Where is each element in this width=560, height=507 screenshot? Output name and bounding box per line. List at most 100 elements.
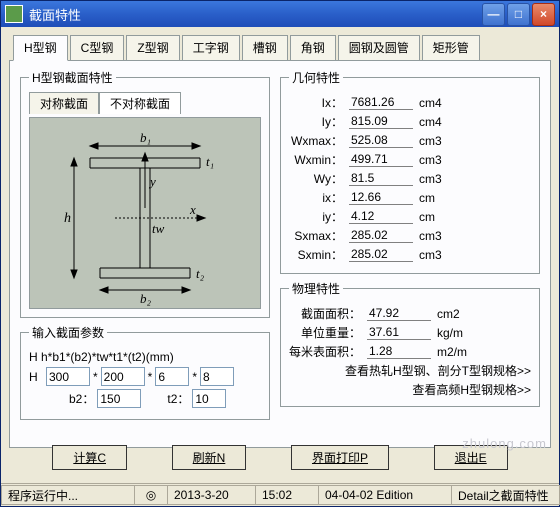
calc-button[interactable]: 计算C bbox=[52, 445, 127, 470]
client-area: H型钢 C型钢 Z型钢 工字钢 槽钢 角钢 圆钢及圆管 矩形管 H型钢截面特性 … bbox=[1, 27, 559, 483]
subtab-symmetric[interactable]: 对称截面 bbox=[29, 92, 99, 114]
refresh-button[interactable]: 刷新N bbox=[172, 445, 247, 470]
prop-row: 截面面积：47.92cm2 bbox=[289, 305, 531, 322]
prop-row: 每米表面积：1.28m2/m bbox=[289, 343, 531, 360]
prop-label: 单位重量： bbox=[289, 324, 361, 341]
geom-legend: 几何特性 bbox=[289, 69, 343, 86]
tab-channel[interactable]: 槽钢 bbox=[242, 35, 288, 61]
prop-value: 285.02 bbox=[349, 228, 413, 243]
status-running: 程序运行中... bbox=[1, 485, 135, 505]
prop-unit: cm3 bbox=[419, 134, 455, 148]
tab-c-steel[interactable]: C型钢 bbox=[70, 35, 125, 61]
print-button[interactable]: 界面打印P bbox=[291, 445, 389, 470]
prop-unit: cm3 bbox=[419, 248, 455, 262]
prop-row: 单位重量： 37.61 kg/m bbox=[289, 324, 531, 341]
tab-h-steel[interactable]: H型钢 bbox=[13, 35, 68, 61]
input-h[interactable] bbox=[46, 367, 90, 386]
diagram-b2: b₂ bbox=[140, 291, 152, 306]
prop-label: Sxmin： bbox=[289, 246, 343, 263]
prop-row: Iy： 815.09 cm4 bbox=[289, 113, 531, 130]
prop-label: 每米表面积： bbox=[289, 343, 361, 360]
input-b1[interactable] bbox=[101, 367, 145, 386]
minimize-button[interactable]: — bbox=[482, 3, 505, 26]
prop-unit: kg/m bbox=[437, 326, 473, 340]
prop-label: ix： bbox=[289, 189, 343, 206]
phys-fieldset: 物理特性 截面面积：47.92cm2单位重量：37.61kg/m每米表面积：1.… bbox=[280, 280, 540, 407]
exit-button[interactable]: 退出E bbox=[434, 445, 508, 470]
prop-label: 截面面积： bbox=[289, 305, 361, 322]
prop-unit: cm bbox=[419, 191, 455, 205]
prop-value: 4.12 bbox=[349, 209, 413, 224]
input-b2-label: b2： bbox=[69, 390, 94, 407]
link-hotrolled[interactable]: 查看热轧H型钢、剖分T型钢规格>> bbox=[345, 364, 531, 378]
tab-z-steel[interactable]: Z型钢 bbox=[126, 35, 179, 61]
prop-value: 47.92 bbox=[367, 306, 431, 321]
diagram-tw: tw bbox=[152, 221, 165, 236]
prop-value: 525.08 bbox=[349, 133, 413, 148]
app-icon bbox=[5, 5, 23, 23]
prop-label: iy： bbox=[289, 208, 343, 225]
prop-unit: cm bbox=[419, 210, 455, 224]
prop-value: 499.71 bbox=[349, 152, 413, 167]
app-window: 截面特性 — □ × H型钢 C型钢 Z型钢 工字钢 槽钢 角钢 圆钢及圆管 矩… bbox=[0, 0, 560, 507]
prop-value: 37.61 bbox=[367, 325, 431, 340]
prop-unit: cm4 bbox=[419, 115, 455, 129]
prop-unit: cm4 bbox=[419, 96, 455, 110]
prop-row: Ix： 7681.26 cm4 bbox=[289, 94, 531, 111]
prop-value: 1.28 bbox=[367, 344, 431, 359]
status-time: 15:02 bbox=[255, 485, 319, 505]
status-bar: 程序运行中... ◎ 2013-3-20 15:02 04-04-02 Edit… bbox=[1, 483, 559, 506]
input-b2[interactable] bbox=[97, 389, 141, 408]
prop-row: Sxmax：285.02cm3 bbox=[289, 227, 531, 244]
status-date: 2013-3-20 bbox=[167, 485, 256, 505]
subtab-asymmetric[interactable]: 不对称截面 bbox=[99, 92, 181, 114]
prop-row: Sxmin： 285.02 cm3 bbox=[289, 246, 531, 263]
sub-tabs: 对称截面 不对称截面 bbox=[29, 92, 261, 114]
prop-label: Sxmax： bbox=[289, 227, 343, 244]
input-legend: 输入截面参数 bbox=[29, 324, 107, 341]
prop-label: Ix： bbox=[289, 94, 343, 111]
tab-rect[interactable]: 矩形管 bbox=[422, 35, 480, 61]
input-formula: H h*b1*(b2)*tw*t1*(t2)(mm) bbox=[29, 350, 261, 364]
link-highfreq[interactable]: 查看高频H型钢规格>> bbox=[412, 383, 531, 397]
button-bar: 计算C 刷新N 界面打印P 退出E bbox=[20, 445, 540, 470]
input-H-label: H bbox=[29, 370, 43, 384]
diagram-x: x bbox=[189, 202, 196, 217]
main-panel: H型钢截面特性 对称截面 不对称截面 bbox=[9, 60, 551, 448]
prop-value: 12.66 bbox=[349, 190, 413, 205]
prop-label: Wxmin： bbox=[289, 151, 343, 168]
section-diagram: b₁ b₂ t₁ t₂ tw h x y bbox=[29, 117, 261, 309]
prop-value: 81.5 bbox=[349, 171, 413, 186]
section-fieldset: H型钢截面特性 对称截面 不对称截面 bbox=[20, 69, 270, 318]
diagram-y: y bbox=[148, 174, 156, 189]
tab-angle[interactable]: 角钢 bbox=[290, 35, 336, 61]
prop-row: Wxmin：499.71cm3 bbox=[289, 151, 531, 168]
prop-row: ix： 12.66 cm bbox=[289, 189, 531, 206]
diagram-b1: b₁ bbox=[140, 130, 151, 145]
maximize-button[interactable]: □ bbox=[507, 3, 530, 26]
input-t2-label: t2： bbox=[167, 390, 189, 407]
tab-i-steel[interactable]: 工字钢 bbox=[182, 35, 240, 61]
prop-row: Wxmax： 525.08 cm3 bbox=[289, 132, 531, 149]
input-tw[interactable] bbox=[155, 367, 189, 386]
diagram-t2: t₂ bbox=[196, 266, 205, 281]
prop-value: 7681.26 bbox=[349, 95, 413, 110]
prop-label: Wy： bbox=[289, 170, 343, 187]
status-detail: Detail之截面特性 bbox=[451, 485, 560, 505]
input-t1[interactable] bbox=[200, 367, 234, 386]
geom-fieldset: 几何特性 Ix： 7681.26 cm4 Iy： 815.09 cm4 Wxmax： 525.… bbox=[280, 69, 540, 274]
prop-value: 815.09 bbox=[349, 114, 413, 129]
close-button[interactable]: × bbox=[532, 3, 555, 26]
prop-label: Wxmax： bbox=[289, 132, 343, 149]
prop-value: 285.02 bbox=[349, 247, 413, 262]
prop-row: iy： 4.12 cm bbox=[289, 208, 531, 225]
status-icon: ◎ bbox=[134, 485, 168, 505]
section-legend: H型钢截面特性 bbox=[29, 69, 116, 86]
window-title: 截面特性 bbox=[29, 5, 81, 24]
title-bar[interactable]: 截面特性 — □ × bbox=[1, 1, 559, 27]
input-t2[interactable] bbox=[192, 389, 226, 408]
status-edition: 04-04-02 Edition bbox=[318, 485, 452, 505]
tab-round[interactable]: 圆钢及圆管 bbox=[338, 35, 420, 61]
prop-row: Wy：81.5cm3 bbox=[289, 170, 531, 187]
prop-label: Iy： bbox=[289, 113, 343, 130]
